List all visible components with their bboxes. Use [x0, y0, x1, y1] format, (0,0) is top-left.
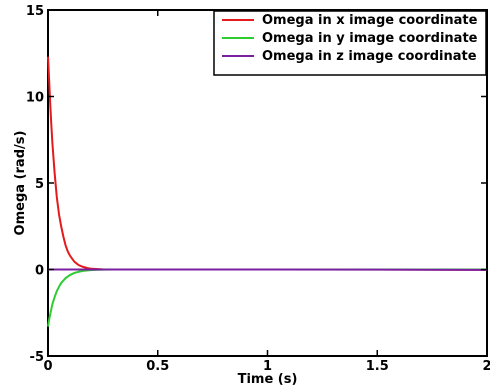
series-line-1 — [47, 56, 488, 271]
legend: Omega in x image coordinate Omega in y im… — [213, 10, 487, 76]
legend-label-1: Omega in x image coordinate — [262, 13, 478, 28]
y-axis-label: Omega (rad/s) — [13, 131, 28, 236]
x-tick-label: 0 — [43, 359, 52, 374]
legend-label-2: Omega in y image coordinate — [262, 31, 478, 46]
legend-label-3: Omega in z image coordinate — [262, 49, 477, 64]
series-layer — [47, 56, 488, 327]
series-line-2 — [47, 268, 487, 327]
y-tick-label: -5 — [30, 350, 44, 365]
y-tick-label: 0 — [35, 264, 44, 279]
y-tick-label: 5 — [35, 177, 44, 192]
y-tick-label: 10 — [26, 91, 44, 106]
legend-box — [213, 10, 487, 76]
y-tick-label: 15 — [26, 4, 44, 19]
x-tick-label: 1 — [263, 359, 272, 374]
x-tick-label: 1.5 — [366, 359, 389, 374]
x-tick-label: 2 — [482, 359, 490, 374]
x-tick-label: 0.5 — [146, 359, 169, 374]
x-axis-label: Time (s) — [238, 372, 298, 387]
